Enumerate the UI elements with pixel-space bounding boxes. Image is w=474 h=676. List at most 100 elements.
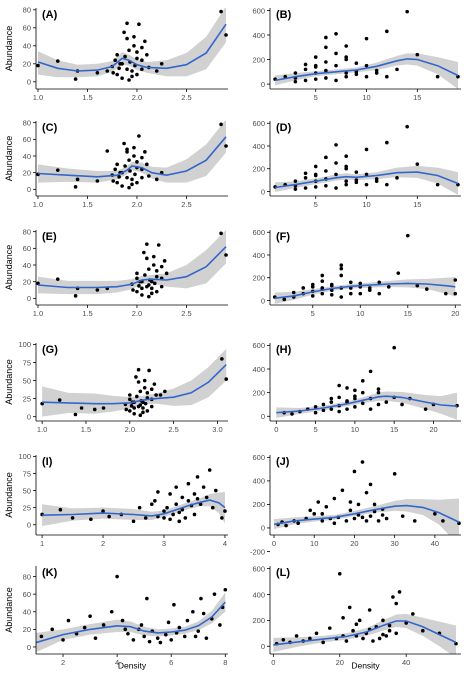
data-point (329, 400, 334, 404)
data-point (345, 386, 349, 390)
y-tick-label: 0 (261, 187, 265, 196)
data-point (415, 162, 420, 166)
data-point (158, 393, 163, 397)
y-tick-label: 0 (27, 412, 31, 421)
data-point (385, 140, 389, 145)
data-point (88, 614, 92, 618)
data-point (125, 175, 129, 180)
data-point (313, 65, 318, 69)
data-point (453, 278, 458, 282)
data-point (364, 147, 369, 152)
data-point (281, 637, 286, 642)
x-tick-label: 5 (314, 425, 318, 434)
data-point (358, 281, 363, 286)
data-point (293, 179, 298, 184)
data-point (66, 618, 71, 623)
y-tick-label: 600 (252, 341, 265, 350)
smooth-line (273, 504, 460, 526)
data-point (224, 253, 228, 257)
data-point (376, 519, 381, 523)
data-point (125, 36, 129, 41)
data-point (164, 632, 168, 637)
data-point (308, 508, 313, 513)
data-point (162, 259, 167, 263)
data-point (387, 628, 392, 633)
data-point (120, 618, 125, 623)
data-point (386, 285, 391, 289)
y-tick-label: 200 (252, 500, 265, 509)
data-point (123, 627, 128, 632)
x-tick-label: 40 (402, 658, 410, 667)
data-point (337, 383, 341, 388)
x-tick-label: 15 (404, 309, 412, 318)
data-point (313, 185, 318, 189)
data-point (149, 387, 154, 392)
data-point (204, 636, 209, 640)
x-tick-label: 2.5 (181, 200, 191, 209)
data-point (327, 626, 332, 630)
panel-label: (D) (276, 122, 292, 134)
data-point (143, 516, 148, 520)
data-point (313, 410, 318, 415)
data-point (123, 164, 127, 168)
data-point (131, 638, 136, 642)
smooth-line (273, 620, 457, 646)
data-point (329, 407, 334, 411)
data-point (352, 469, 357, 474)
data-point (324, 68, 328, 73)
y-tick-label: 60 (23, 135, 31, 144)
data-point (128, 409, 132, 413)
data-point (282, 297, 287, 302)
x-tick-label: 5 (314, 93, 318, 102)
y-tick-label: 200 (252, 55, 265, 64)
data-point (134, 375, 138, 379)
data-point (154, 69, 159, 73)
data-point (376, 390, 381, 395)
data-point (135, 180, 139, 185)
data-point (354, 622, 359, 627)
data-point (183, 516, 188, 520)
data-point (324, 45, 328, 50)
data-point (132, 406, 136, 410)
data-point (156, 490, 160, 494)
data-point (385, 182, 389, 187)
data-point (128, 393, 132, 397)
data-point (55, 59, 60, 63)
data-point (313, 164, 318, 169)
data-point (131, 519, 136, 524)
data-point (347, 605, 352, 610)
x-tick-label: 1.0 (37, 425, 47, 434)
data-point (405, 124, 409, 129)
y-tick-label: 40 (23, 152, 31, 161)
x-tick-label: 6 (169, 658, 173, 667)
data-point (158, 640, 163, 645)
data-point (142, 385, 147, 390)
data-point (344, 44, 348, 48)
x-tick-label: 10 (310, 539, 318, 548)
data-point (310, 294, 315, 298)
x-tick-label: 2.0 (132, 309, 142, 318)
data-point (356, 502, 361, 507)
data-point (164, 271, 169, 276)
data-point (166, 620, 171, 625)
panel-label: (F) (276, 231, 290, 243)
data-point (136, 380, 141, 384)
data-point (353, 405, 357, 409)
data-point (344, 182, 348, 187)
x-tick-label: 5 (314, 200, 318, 209)
data-point (93, 636, 98, 640)
data-point (385, 29, 389, 34)
data-point (364, 63, 369, 68)
data-point (374, 71, 379, 75)
data-point (153, 499, 157, 503)
x-tick-label: 15 (413, 200, 421, 209)
data-point (303, 176, 308, 180)
data-point (186, 499, 191, 503)
data-point (154, 269, 159, 273)
y-axis-title: Abundance (4, 245, 14, 291)
confidence-band (37, 8, 227, 78)
panel-label: (H) (276, 344, 292, 356)
data-point (395, 67, 399, 72)
